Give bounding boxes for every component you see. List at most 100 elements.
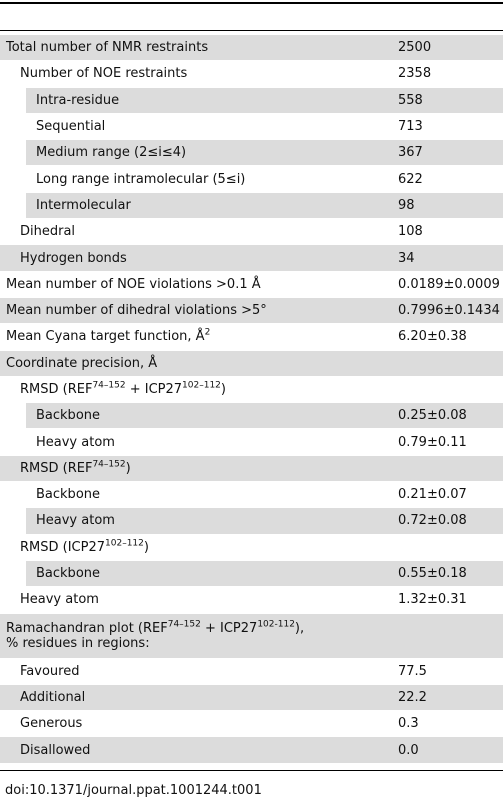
- label-text: % residues in regions:: [6, 635, 150, 651]
- row-value: 0.79±0.11: [398, 434, 467, 450]
- table-row: Ramachandran plot (REF74–152 + ICP27102-…: [0, 613, 503, 658]
- label-text: Long range intramolecular (5≤i): [36, 171, 246, 187]
- label-line: Generous: [0, 716, 392, 731]
- label-line: Backbone: [0, 487, 392, 502]
- label-text: Intermolecular: [36, 197, 131, 213]
- table-row: Disallowed 0.0: [0, 737, 503, 763]
- label-line: RMSD (REF74–152 + ICP27102–112): [0, 380, 392, 397]
- row-label: Coordinate precision, Å: [0, 351, 392, 376]
- table-row: Hydrogen bonds 34: [0, 245, 503, 271]
- label-text: Favoured: [20, 663, 80, 679]
- label-line: Intra-residue: [0, 93, 392, 108]
- row-label: Heavy atom: [0, 508, 392, 534]
- label-text: Coordinate precision, Å: [6, 355, 158, 371]
- label-text: Medium range (2≤i≤4): [36, 145, 187, 161]
- label-text: RMSD (REF: [20, 382, 93, 397]
- row-label: RMSD (REF74–152 + ICP27102–112): [0, 377, 392, 402]
- row-value: 622: [398, 171, 423, 187]
- row-value: [392, 456, 503, 481]
- row-value: 0.3: [398, 716, 419, 732]
- row-value: [392, 351, 503, 376]
- table-row: Mean number of NOE violations >0.1 Å 0.01…: [0, 272, 503, 297]
- label-superscript: 2: [204, 328, 211, 339]
- table-row: Sequential 713: [0, 114, 503, 139]
- label-line: Ramachandran plot (REF74–152 + ICP27102-…: [0, 619, 392, 636]
- label-text: Mean Cyana target function, Å: [6, 329, 205, 345]
- row-value: 0.7996±0.1434: [398, 303, 500, 319]
- label-text: Disallowed: [20, 742, 91, 758]
- row-label: Medium range (2≤i≤4): [0, 140, 392, 166]
- table-row: Heavy atom 1.32±0.31: [0, 587, 503, 612]
- label-line: Long range intramolecular (5≤i): [0, 172, 392, 187]
- label-line: Mean number of NOE violations >0.1 Å: [0, 277, 392, 292]
- row-label: Backbone: [0, 403, 392, 429]
- top-rule: [0, 2, 503, 4]
- label-line: Dihedral: [0, 224, 392, 239]
- label-text: Intra-residue: [36, 92, 120, 108]
- bottom-rule: [0, 770, 503, 771]
- label-text: Dihedral: [20, 224, 76, 240]
- label-line: Disallowed: [0, 743, 392, 758]
- table-row: Long range intramolecular (5≤i) 622: [0, 166, 503, 191]
- row-value: 367: [398, 145, 423, 161]
- label-superscript: 102-112: [257, 619, 295, 630]
- label-line: Hydrogen bonds: [0, 251, 392, 266]
- table-row: Generous 0.3: [0, 711, 503, 736]
- row-value: 0.55±0.18: [398, 566, 467, 582]
- row-label: Additional: [0, 685, 392, 710]
- label-text: ): [143, 539, 149, 555]
- row-label: RMSD (REF74–152): [0, 456, 392, 481]
- label-text: + ICP27: [200, 620, 258, 636]
- label-line: Total number of NMR restraints: [0, 40, 392, 55]
- label-line: Heavy atom: [0, 513, 392, 528]
- row-value: 6.20±0.38: [398, 329, 467, 345]
- label-line: Medium range (2≤i≤4): [0, 145, 392, 160]
- table-row: Heavy atom 0.72±0.08: [0, 508, 503, 534]
- row-label: Heavy atom: [0, 587, 392, 612]
- row-value: 34: [398, 250, 415, 266]
- row-value: 713: [398, 119, 423, 135]
- label-line: Additional: [0, 690, 392, 705]
- row-value: 0.72±0.08: [398, 513, 467, 529]
- row-label: Intra-residue: [0, 87, 392, 113]
- label-line: % residues in regions:: [0, 636, 392, 651]
- row-value: 0.25±0.08: [398, 408, 467, 424]
- row-value: 77.5: [398, 663, 427, 679]
- label-line: Backbone: [0, 566, 392, 581]
- label-text: Ramachandran plot (REF: [6, 620, 168, 636]
- row-label: Generous: [0, 711, 392, 736]
- label-superscript: 102–112: [182, 380, 221, 391]
- label-text: RMSD (ICP27: [20, 539, 106, 555]
- row-value: 2500: [398, 40, 432, 56]
- label-text: ): [125, 460, 131, 476]
- row-label: Backbone: [0, 560, 392, 587]
- label-line: Mean number of dihedral violations >5°: [0, 303, 392, 318]
- row-value: 0.0: [398, 742, 419, 758]
- label-text: Heavy atom: [36, 513, 115, 529]
- row-label: Disallowed: [0, 737, 392, 762]
- table-row: RMSD (REF74–152): [0, 455, 503, 482]
- label-text: Heavy atom: [20, 592, 99, 608]
- row-label: Hydrogen bonds: [0, 245, 392, 270]
- table-row: Favoured 77.5: [0, 659, 503, 684]
- label-text: Mean number of dihedral violations >5°: [6, 303, 267, 319]
- row-label: RMSD (ICP27102–112): [0, 535, 392, 560]
- doi-footer: doi:10.1371/journal.ppat.1001244.t001: [5, 783, 262, 798]
- table-row: Heavy atom 0.79±0.11: [0, 429, 503, 454]
- label-line: Heavy atom: [0, 592, 392, 607]
- header-rule: [0, 30, 503, 31]
- row-value: 98: [398, 197, 415, 213]
- label-line: Mean Cyana target function, Å2: [0, 328, 392, 345]
- label-text: ),: [294, 620, 305, 636]
- row-value: 558: [398, 92, 423, 108]
- row-label: Ramachandran plot (REF74–152 + ICP27102-…: [0, 614, 392, 658]
- table-row: Total number of NMR restraints 2500: [0, 35, 503, 61]
- table-row: Coordinate precision, Å: [0, 350, 503, 376]
- label-line: Intermolecular: [0, 198, 392, 213]
- label-line: Sequential: [0, 119, 392, 134]
- row-value: 0.0189±0.0009: [398, 276, 500, 292]
- row-label: Backbone: [0, 482, 392, 507]
- row-label: Mean number of NOE violations >0.1 Å: [0, 272, 392, 297]
- row-value: [392, 614, 503, 658]
